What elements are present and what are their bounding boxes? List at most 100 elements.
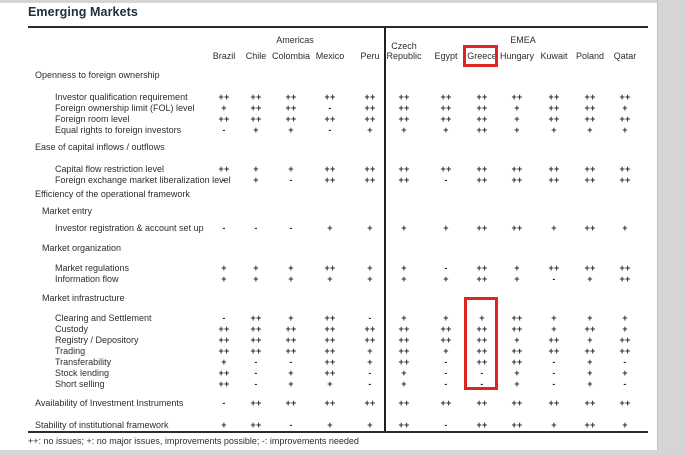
table-cell: ++ — [218, 114, 230, 124]
row-label-market-regulations: Market regulations — [55, 263, 130, 273]
table-cell: ++ — [250, 92, 262, 102]
row-label-foreign-room-level: Foreign room level — [55, 114, 130, 124]
column-header-colombia: Colombia — [271, 51, 311, 61]
table-cell: ++ — [584, 324, 596, 334]
table-cell: ++ — [548, 114, 560, 124]
table-cell: - — [289, 223, 293, 233]
table-cell: ++ — [511, 175, 523, 185]
table-cell: ++ — [619, 346, 631, 356]
table-cell: ++ — [548, 164, 560, 174]
table-cell: ++ — [218, 335, 230, 345]
table-cell: - — [328, 125, 332, 135]
table-cell: + — [587, 313, 593, 323]
table-cell: ++ — [548, 175, 560, 185]
table-cell: ++ — [476, 263, 488, 273]
table-cell: ++ — [511, 420, 523, 430]
row-label-ease-of-capital-inflows-outflows: Ease of capital inflows / outflows — [35, 142, 165, 152]
table-cell: ++ — [511, 92, 523, 102]
column-header-chile: Chile — [245, 51, 267, 61]
table-cell: ++ — [584, 223, 596, 233]
table-cell: ++ — [285, 398, 297, 408]
table-cell: ++ — [324, 324, 336, 334]
table-cell: - — [289, 420, 293, 430]
table-cell: ++ — [364, 164, 376, 174]
table-cell: ++ — [364, 103, 376, 113]
legend-footnote: ++: no issues; +: no major issues, impro… — [28, 436, 359, 446]
table-cell: ++ — [398, 398, 410, 408]
table-cell: ++ — [218, 324, 230, 334]
table-cell: - — [289, 175, 293, 185]
table-cell: + — [514, 125, 520, 135]
table-cell: ++ — [364, 114, 376, 124]
table-cell: + — [551, 125, 557, 135]
table-cell: - — [222, 125, 226, 135]
table-cell: + — [288, 368, 294, 378]
table-cell: ++ — [511, 164, 523, 174]
table-cell: + — [401, 125, 407, 135]
table-cell: + — [587, 357, 593, 367]
table-cell: + — [367, 223, 373, 233]
table-cell: ++ — [398, 346, 410, 356]
table-cell: - — [480, 379, 484, 389]
table-cell: ++ — [440, 398, 452, 408]
table-cell: ++ — [511, 346, 523, 356]
row-label-registry-depository: Registry / Depository — [55, 335, 139, 345]
table-cell: ++ — [584, 263, 596, 273]
table-cell: + — [514, 263, 520, 273]
row-label-availability-of-investment-instruments: Availability of Investment Instruments — [35, 398, 184, 408]
table-cell: + — [443, 125, 449, 135]
table-cell: + — [288, 125, 294, 135]
table-cell: + — [514, 368, 520, 378]
table-cell: + — [401, 223, 407, 233]
table-cell: ++ — [398, 114, 410, 124]
column-header-czech-republic: Czech Republic — [386, 41, 422, 61]
table-cell: - — [444, 420, 448, 430]
table-cell: + — [288, 263, 294, 273]
table-cell: + — [327, 223, 333, 233]
table-cell: - — [444, 263, 448, 273]
table-cell: ++ — [324, 398, 336, 408]
table-cell: + — [514, 274, 520, 284]
table-cell: ++ — [218, 368, 230, 378]
table-cell: ++ — [584, 420, 596, 430]
table-cell: - — [254, 223, 258, 233]
table-cell: ++ — [324, 335, 336, 345]
table-cell: + — [327, 420, 333, 430]
row-label-short-selling: Short selling — [55, 379, 105, 389]
table-cell: ++ — [476, 398, 488, 408]
row-label-trading: Trading — [55, 346, 86, 356]
column-header-qatar: Qatar — [613, 51, 637, 61]
table-cell: + — [288, 313, 294, 323]
table-cell: + — [221, 420, 227, 430]
table-cell: ++ — [324, 164, 336, 174]
table-cell: + — [551, 223, 557, 233]
table-cell: ++ — [398, 324, 410, 334]
table-cell: + — [401, 313, 407, 323]
table-cell: + — [622, 420, 628, 430]
table-cell: + — [327, 379, 333, 389]
table-cell: ++ — [619, 398, 631, 408]
column-header-hungary: Hungary — [499, 51, 535, 61]
americas-emea-divider — [384, 28, 386, 431]
table-cell: ++ — [476, 223, 488, 233]
row-label-market-entry: Market entry — [42, 206, 93, 216]
table-cell: ++ — [476, 92, 488, 102]
table-cell: + — [622, 368, 628, 378]
table-cell: ++ — [285, 114, 297, 124]
table-cell: ++ — [398, 92, 410, 102]
column-header-egypt: Egypt — [434, 51, 458, 61]
table-cell: ++ — [548, 92, 560, 102]
row-label-transferability: Transferability — [55, 357, 112, 367]
top-rule — [28, 26, 648, 28]
table-cell: - — [368, 379, 372, 389]
table-cell: ++ — [440, 324, 452, 334]
table-cell: ++ — [285, 103, 297, 113]
page-edge-bottom — [0, 450, 685, 455]
table-cell: ++ — [476, 420, 488, 430]
table-cell: ++ — [398, 175, 410, 185]
table-cell: - — [444, 368, 448, 378]
table-cell: - — [289, 357, 293, 367]
row-label-equal-rights-to-foreign-investors: Equal rights to foreign investors — [55, 125, 182, 135]
table-cell: ++ — [250, 335, 262, 345]
column-header-brazil: Brazil — [212, 51, 236, 61]
